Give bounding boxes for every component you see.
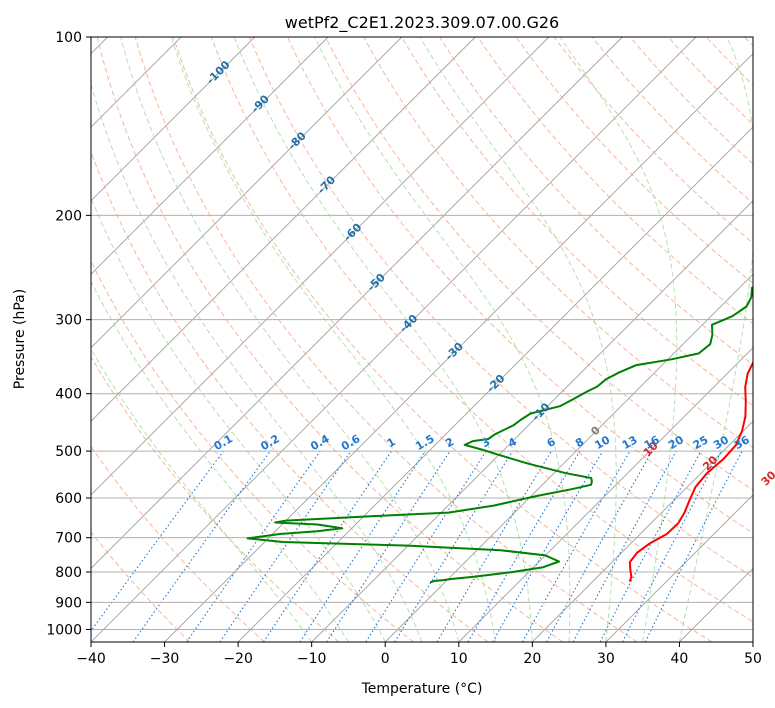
x-tick-label: −10 [297, 651, 327, 667]
x-tick-label: 50 [744, 651, 762, 667]
dry-adiabat-line [134, 37, 638, 642]
moist-adiabat-line [91, 280, 349, 642]
pressure-gridlines [91, 37, 753, 630]
y-tick-label: 800 [55, 565, 82, 581]
isotherm-line [91, 37, 476, 422]
mixing-ratio-line [492, 450, 604, 642]
dry-adiabat-line [91, 150, 489, 642]
moist-adiabat-line [314, 37, 571, 642]
dry-adiabat-line [515, 37, 753, 284]
isotherm-line [91, 37, 256, 202]
isotherm-line [91, 37, 550, 496]
mixing-ratio-line [546, 450, 653, 642]
dry-adiabat-line [248, 37, 753, 578]
dry-adiabat-line [363, 37, 753, 449]
y-axis: 100 200 300 400 500 600 700 800 900 1000 [46, 30, 91, 638]
y-tick-label: 300 [55, 313, 82, 329]
y-tick-label: 200 [55, 208, 82, 224]
moist-adiabat-line [678, 37, 753, 642]
moist-adiabat-line [559, 37, 678, 642]
mixing-ratio-line [132, 450, 271, 642]
x-tick-label: −30 [150, 651, 180, 667]
isotherm-line [91, 37, 403, 349]
dry-adiabat-line [91, 259, 414, 642]
x-tick-label: 0 [381, 651, 390, 667]
plot-frame [90, 36, 754, 643]
isotherm-line [605, 494, 753, 642]
y-tick-label: 1000 [46, 622, 82, 638]
y-axis-label: Pressure (hPa) [12, 289, 28, 389]
dry-adiabat-line [287, 37, 753, 534]
background-lines [91, 37, 753, 642]
mixing-ratio-line [572, 450, 677, 642]
moist-adiabat-line [170, 37, 497, 642]
y-tick-label: 400 [55, 387, 82, 403]
x-tick-label: 40 [671, 651, 689, 667]
mixing-ratio-line [326, 450, 451, 642]
dry-adiabat-line [172, 37, 713, 642]
y-tick-label: 500 [55, 444, 82, 460]
mixing-ratio-line [186, 450, 321, 642]
x-tick-label: −20 [223, 651, 253, 667]
series-layer [246, 285, 753, 584]
isotherm-line [91, 37, 623, 570]
mixing-ratio-line [394, 450, 514, 642]
mixing-ratio-line [219, 450, 352, 642]
mixing-ratio-line [436, 450, 552, 642]
dry-adiabat-line [477, 37, 753, 325]
dry-adiabat-line [96, 37, 563, 642]
x-axis-label: Temperature (°C) [361, 681, 483, 697]
x-tick-label: 20 [523, 651, 541, 667]
moist-adiabat-line [91, 82, 423, 642]
moist-adiabat-line [91, 196, 386, 642]
dry-adiabat-line [401, 37, 753, 407]
isotherm-line [531, 420, 753, 642]
y-tick-label: 100 [55, 30, 82, 46]
moist-adiabat-line [419, 37, 617, 642]
x-tick-label: −40 [76, 651, 106, 667]
moist-adiabat-line [120, 37, 460, 642]
y-tick-label: 900 [55, 595, 82, 611]
x-axis: −40 −30 −20 −10 0 10 20 30 40 50 [76, 642, 762, 667]
isotherm-line [384, 273, 753, 642]
isotherm-line [458, 347, 753, 642]
temperature-profile [628, 360, 753, 582]
dewpoint-profile [246, 285, 753, 584]
dry-adiabat-line [91, 531, 191, 642]
isotherm-line [91, 37, 329, 275]
dry-adiabat-line [325, 37, 753, 491]
mixing-ratio-line [522, 450, 631, 642]
dry-adiabat-line [591, 37, 753, 205]
dry-adiabat-line [210, 37, 753, 623]
moist-adiabat-line [233, 37, 533, 642]
x-tick-label: 10 [450, 651, 468, 667]
isotherm-line [237, 126, 753, 642]
x-tick-label: 30 [597, 651, 615, 667]
y-tick-label: 600 [55, 491, 82, 507]
isotherm-line [91, 37, 697, 642]
chart-title: wetPf2_C2E1.2023.309.07.00.G26 [285, 13, 559, 33]
y-tick-label: 700 [55, 531, 82, 547]
mixing-ratio-line [467, 450, 581, 642]
